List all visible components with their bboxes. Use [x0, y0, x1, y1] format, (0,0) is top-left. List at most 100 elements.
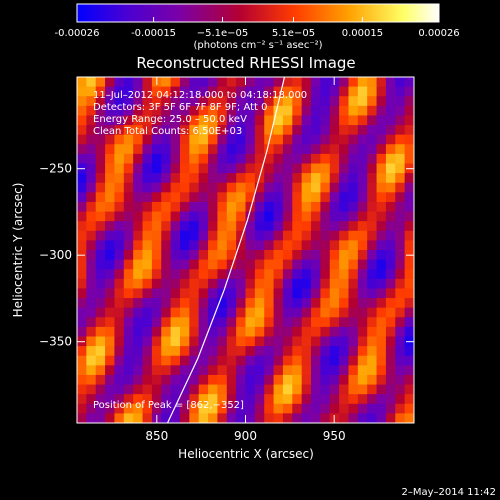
heatmap-cell: [404, 96, 414, 107]
heatmap-cell: [86, 173, 97, 184]
heatmap-cell: [339, 307, 350, 318]
heatmap-cell: [311, 240, 321, 251]
heatmap-cell: [367, 125, 378, 136]
heatmap-cell: [339, 355, 350, 366]
heatmap-cell: [254, 182, 265, 193]
heatmap-cell: [301, 240, 312, 251]
heatmap-cell: [320, 221, 331, 232]
heatmap-cell: [77, 105, 87, 117]
heatmap-cell: [339, 384, 350, 395]
heatmap-cell: [264, 173, 275, 184]
heatmap-cell: [170, 105, 181, 117]
heatmap-cell: [226, 163, 237, 174]
heatmap-cell: [357, 115, 368, 126]
heatmap-cell: [170, 77, 181, 88]
heatmap-cell: [105, 153, 116, 165]
heatmap-cell: [226, 153, 237, 165]
heatmap-cell: [198, 403, 209, 414]
heatmap-cell: [217, 278, 228, 290]
heatmap-cell: [395, 288, 406, 299]
heatmap-cell: [86, 288, 97, 299]
heatmap-cell: [395, 105, 406, 117]
heatmap-cell: [179, 374, 190, 386]
heatmap-cell: [170, 336, 181, 347]
heatmap-cell: [339, 134, 350, 145]
heatmap-cell: [292, 317, 303, 328]
heatmap-cell: [292, 394, 303, 405]
heatmap-cell: [254, 134, 265, 145]
heatmap-cell: [254, 230, 265, 241]
heatmap-cell: [376, 269, 387, 280]
heatmap-cell: [367, 240, 378, 251]
heatmap-cell: [282, 250, 293, 261]
heatmap-cell: [105, 269, 116, 280]
heatmap-cell: [198, 125, 209, 136]
heatmap-cell: [292, 115, 303, 126]
heatmap-cell: [236, 298, 247, 309]
heatmap-cell: [254, 374, 265, 386]
heatmap-cell: [179, 403, 190, 414]
heatmap-cell: [151, 144, 162, 155]
heatmap-cell: [273, 403, 284, 414]
heatmap-cell: [208, 211, 219, 222]
heatmap-cell: [367, 326, 378, 338]
heatmap-cell: [367, 394, 378, 405]
heatmap-cell: [123, 317, 134, 328]
heatmap-cell: [357, 221, 368, 232]
heatmap-cell: [348, 125, 359, 136]
heatmap-cell: [376, 307, 387, 318]
heatmap-cell: [161, 326, 172, 338]
heatmap-cell: [217, 240, 228, 251]
heatmap-cell: [376, 105, 387, 117]
heatmap-cell: [329, 192, 340, 203]
heatmap-cell: [320, 153, 331, 165]
heatmap-cell: [77, 394, 87, 405]
heatmap-cell: [329, 211, 340, 222]
heatmap-cell: [86, 413, 97, 423]
heatmap-cell: [329, 134, 340, 145]
heatmap-cell: [376, 240, 387, 251]
heatmap-cell: [357, 96, 368, 107]
heatmap-cell: [301, 211, 312, 222]
heatmap-cell: [254, 240, 265, 251]
heatmap-cell: [385, 230, 396, 241]
heatmap-cell: [367, 115, 378, 126]
heatmap-cell: [208, 355, 219, 366]
heatmap-cell: [339, 173, 350, 184]
heatmap-cell: [367, 211, 378, 222]
heatmap-cell: [133, 346, 144, 357]
heatmap-cell: [77, 278, 87, 290]
heatmap-cell: [236, 346, 247, 357]
heatmap-cell: [376, 201, 387, 213]
heatmap-cell: [282, 182, 293, 193]
heatmap-cell: [133, 115, 144, 126]
heatmap-cell: [236, 394, 247, 405]
heatmap-cell: [105, 221, 116, 232]
heatmap-cell: [189, 394, 200, 405]
heatmap-cell: [189, 163, 200, 174]
heatmap-cell: [273, 298, 284, 309]
heatmap-cell: [77, 317, 87, 328]
heatmap-cell: [404, 365, 414, 376]
heatmap-cell: [357, 230, 368, 241]
heatmap-cell: [189, 201, 200, 213]
heatmap-cell: [95, 201, 106, 213]
heatmap-cell: [376, 278, 387, 290]
heatmap-cell: [292, 307, 303, 318]
heatmap-cell: [264, 115, 275, 126]
heatmap-cell: [179, 394, 190, 405]
heatmap-cell: [339, 394, 350, 405]
heatmap-cell: [311, 201, 321, 213]
heatmap-cell: [86, 221, 97, 232]
heatmap-cell: [95, 250, 106, 261]
heatmap-cell: [226, 298, 237, 309]
heatmap-cell: [179, 192, 190, 203]
heatmap-cell: [95, 269, 106, 280]
heatmap-cell: [320, 240, 331, 251]
heatmap-cell: [348, 298, 359, 309]
heatmap-cell: [404, 259, 414, 270]
heatmap-cell: [320, 182, 331, 193]
heatmap-cell: [311, 298, 321, 309]
heatmap-cell: [208, 278, 219, 290]
heatmap-cell: [179, 307, 190, 318]
